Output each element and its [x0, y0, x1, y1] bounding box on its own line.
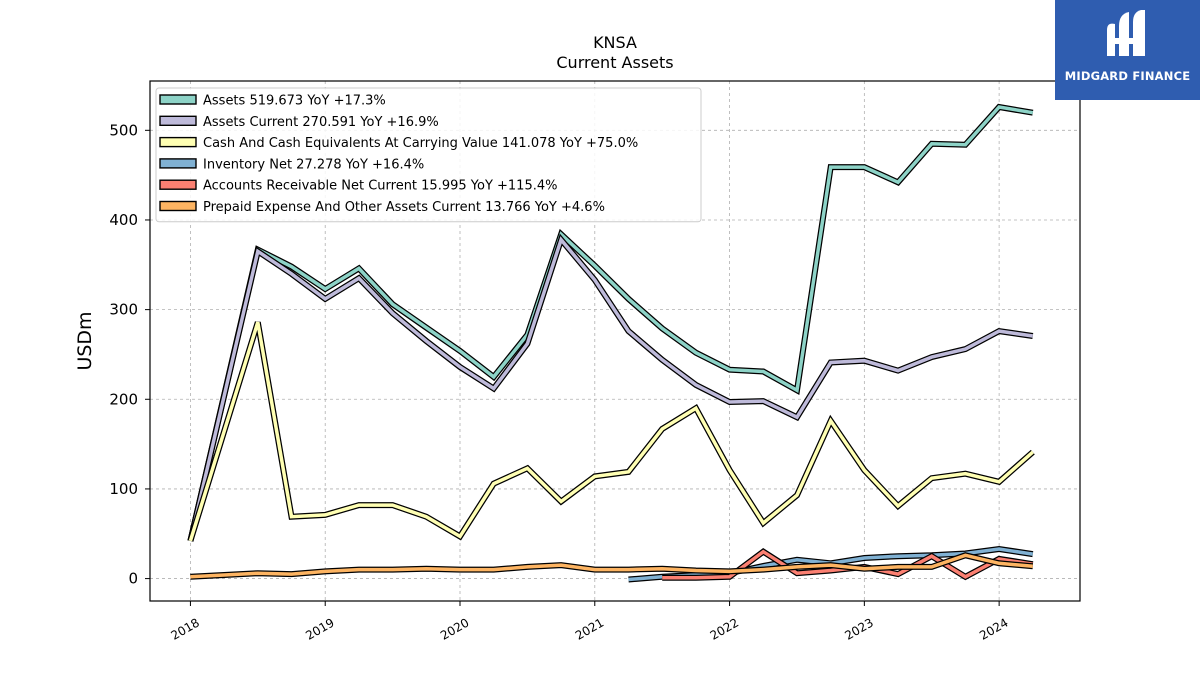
x-tick-label: 2021 [573, 615, 606, 642]
series-line-1 [187, 233, 1034, 542]
chart-subtitle: Current Assets [556, 53, 673, 72]
x-tick-label: 2020 [438, 615, 471, 642]
legend-swatch [159, 94, 197, 105]
legend-swatch [159, 179, 197, 190]
series-line-2 [187, 321, 1035, 542]
series-outline [187, 321, 1035, 542]
legend-swatch [159, 136, 197, 148]
legend-entry: Prepaid Expense And Other Assets Current… [203, 200, 605, 215]
series-line-5 [190, 552, 1034, 580]
x-tick-label: 2018 [168, 615, 201, 642]
x-tick-label: 2024 [977, 615, 1010, 642]
brand-logo: MIDGARD FINANCE [1055, 0, 1200, 100]
legend-entry: Inventory Net 27.278 YoY +16.4% [203, 157, 424, 172]
y-tick-label: 400 [109, 211, 138, 229]
x-tick-label: 2019 [303, 615, 336, 642]
y-tick-label: 0 [128, 570, 138, 588]
series-path [188, 236, 1034, 542]
series-line-0 [187, 103, 1034, 542]
legend: Assets 519.673 YoY +17.3% Assets Current … [155, 87, 702, 223]
legend-entry: Assets 519.673 YoY +17.3% [203, 94, 386, 109]
x-tick-label: 2022 [708, 615, 741, 642]
y-tick-label: 100 [109, 480, 138, 498]
series-path [190, 553, 1033, 579]
series-path [188, 105, 1034, 542]
legend-entry: Cash And Cash Equivalents At Carrying Va… [203, 136, 638, 151]
legend-box [155, 87, 702, 223]
chart-title: KNSA [593, 33, 637, 52]
plot-frame [149, 80, 1081, 602]
legend-swatch [159, 158, 197, 169]
y-tick-label: 200 [109, 390, 138, 408]
logo-mark-icon [1107, 10, 1145, 57]
y-axis-label: USDm [74, 311, 96, 370]
series-layer [187, 103, 1035, 583]
legend-swatch [159, 115, 197, 127]
brand-name: MIDGARD FINANCE [1064, 69, 1191, 83]
legend-swatch [159, 200, 197, 212]
y-tick-label: 500 [109, 121, 138, 139]
legend-entry: Accounts Receivable Net Current 15.995 Y… [203, 179, 558, 194]
legend-entry: Assets Current 270.591 YoY +16.9% [203, 115, 439, 130]
series-path [188, 321, 1034, 542]
y-tick-label: 300 [109, 301, 138, 319]
x-tick-label: 2023 [842, 615, 875, 642]
